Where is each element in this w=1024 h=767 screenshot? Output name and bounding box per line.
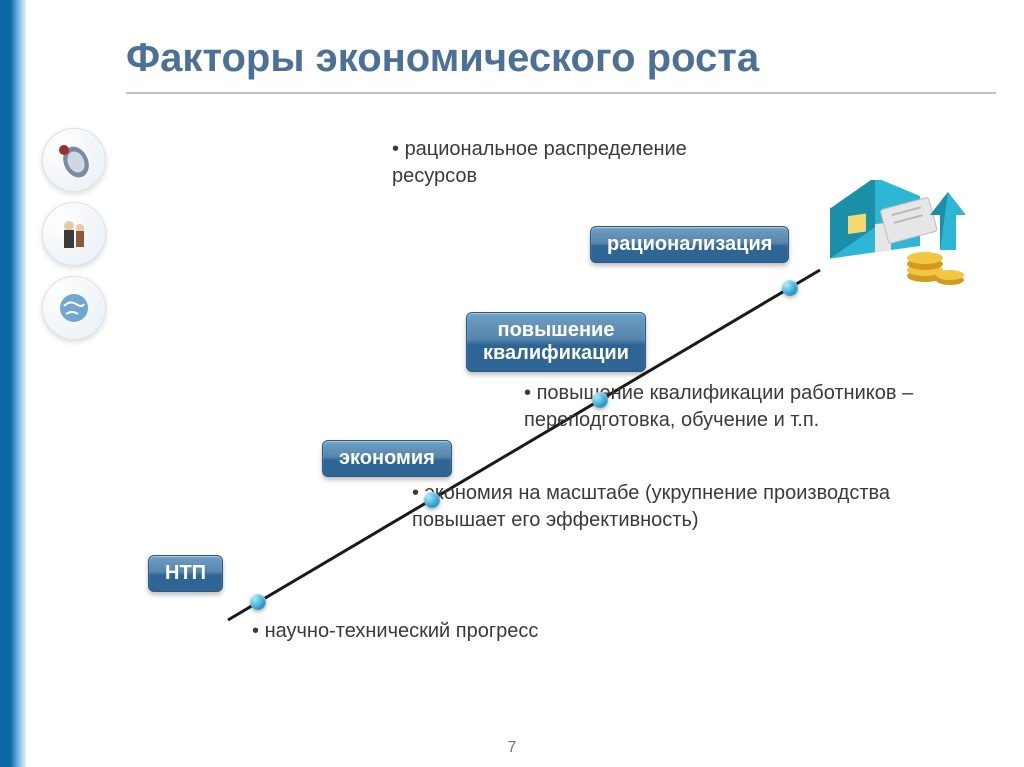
- tag-economy: экономия: [322, 440, 452, 477]
- bullet-qualification: повышение квалификации работников – пере…: [524, 380, 954, 434]
- sidebar-icon-stack: [42, 128, 106, 340]
- left-accent-bar: [0, 0, 26, 767]
- page-number: 7: [508, 739, 517, 757]
- tag-rationalization: рационализация: [590, 226, 789, 263]
- title-underline: [126, 92, 996, 94]
- axis-point-2: [424, 492, 440, 508]
- sidebar-icon-device: [42, 128, 106, 192]
- bullet-rational: рациональное распределение ресурсов: [392, 136, 752, 190]
- axis-point-1: [250, 594, 266, 610]
- bullet-ntp: научно-технический прогресс: [252, 618, 612, 645]
- sidebar-icon-people: [42, 202, 106, 266]
- axis-point-4: [782, 280, 798, 296]
- growth-icon: [820, 180, 970, 300]
- page-title: Факторы экономического роста: [126, 36, 759, 81]
- tag-ntp: НТП: [148, 555, 223, 592]
- sidebar-icon-globe: [42, 276, 106, 340]
- bullet-scale: экономия на масштабе (укрупнение произво…: [412, 480, 952, 534]
- tag-qualification: повышение квалификации: [466, 312, 646, 372]
- axis-point-3: [592, 392, 608, 408]
